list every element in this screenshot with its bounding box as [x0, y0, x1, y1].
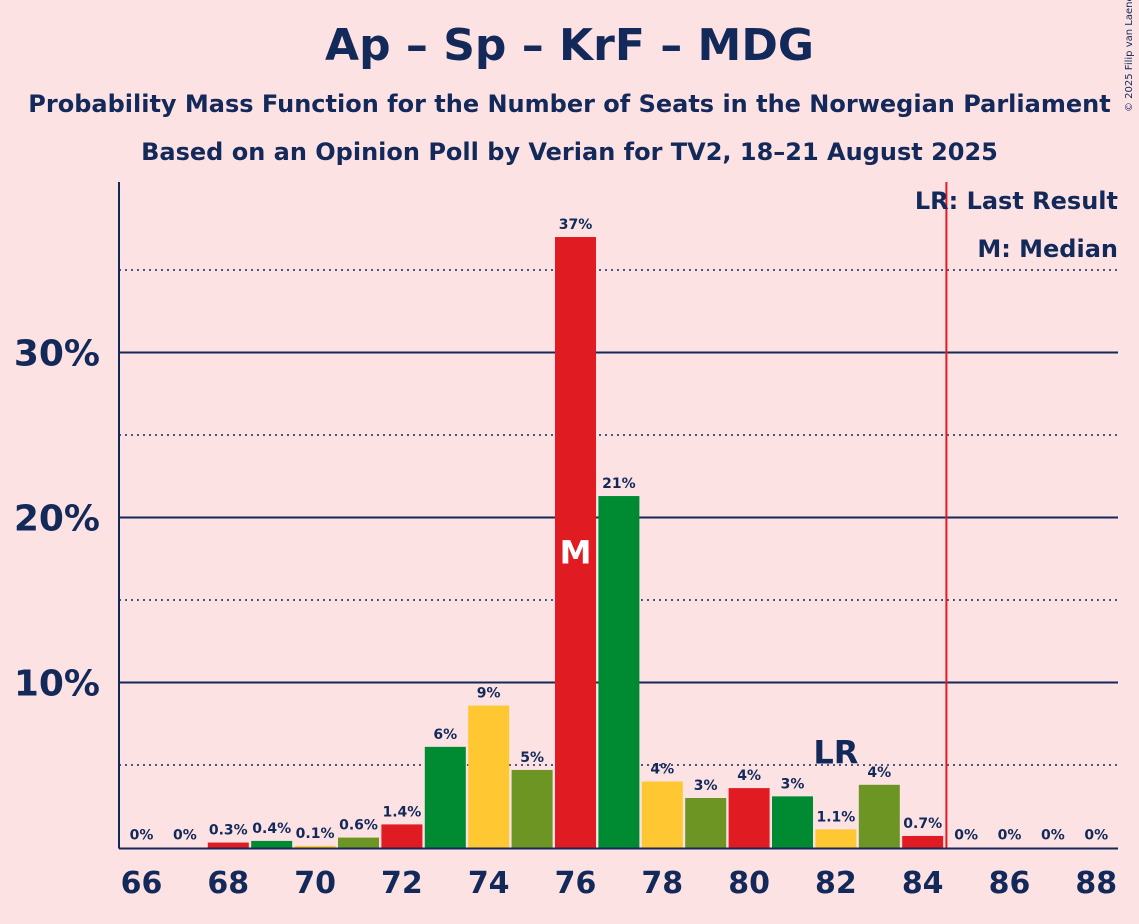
data-label-86: 0%: [998, 828, 1022, 844]
bar-seat-76: [555, 237, 596, 848]
axes: 10% 20% 30% 66 68 70 72 74 76 78 80 82 84 86 88: [14, 182, 1118, 901]
bar-seat-71: [338, 837, 379, 848]
data-label-87: 0%: [1041, 828, 1065, 844]
data-label-70: 0.1%: [296, 826, 335, 842]
data-label-78: 4%: [650, 762, 674, 778]
xtick-label-86: 86: [989, 866, 1031, 901]
chart-title: Ap – Sp – KrF – MDG: [325, 20, 814, 71]
bar-seat-82: [815, 829, 857, 848]
data-labels: 0% 0% 0.3% 0.4% 0.1%0.6%1.4% 6% 9% 5% 37% 21% 4% 3%…: [130, 217, 1109, 844]
bars-group: [207, 237, 944, 848]
bar-seat-69: [251, 840, 293, 848]
xtick-label-66: 66: [121, 866, 163, 901]
legend-median: M: Median: [977, 235, 1118, 263]
data-label-85: 0%: [954, 828, 978, 844]
bar-seat-70: [294, 845, 336, 848]
bar-seat-77: [598, 496, 640, 848]
xtick-label-82: 82: [815, 866, 857, 901]
data-label-72: 1.4%: [382, 804, 421, 820]
bar-seat-73: [424, 746, 466, 848]
xtick-label-74: 74: [468, 866, 510, 901]
data-label-83: 4%: [867, 765, 891, 781]
bar-seat-74: [468, 705, 510, 848]
data-label-71: 0.6%: [339, 818, 378, 834]
data-label-75: 5%: [520, 750, 544, 766]
data-label-88: 0%: [1084, 828, 1108, 844]
data-label-74: 9%: [477, 686, 501, 702]
legend-last-result: LR: Last Result: [915, 187, 1118, 215]
bar-seat-79: [685, 798, 727, 848]
bar-seat-84: [902, 835, 944, 848]
xtick-label-76: 76: [555, 866, 597, 901]
xtick-label-80: 80: [728, 866, 770, 901]
ytick-label-30: 30%: [14, 334, 100, 375]
xtick-label-84: 84: [902, 866, 944, 901]
last-result-marker: LR: [813, 733, 858, 771]
bar-seat-78: [641, 781, 683, 848]
data-label-79: 3%: [694, 778, 718, 794]
xtick-label-68: 68: [207, 866, 249, 901]
data-label-66: 0%: [130, 828, 154, 844]
xtick-label-72: 72: [381, 866, 423, 901]
data-label-80: 4%: [737, 768, 761, 784]
chart-subtitle-2: Based on an Opinion Poll by Verian for T…: [141, 138, 998, 166]
bar-seat-83: [858, 784, 900, 848]
data-label-68: 0.3%: [209, 823, 248, 839]
xtick-label-70: 70: [294, 866, 336, 901]
data-label-81: 3%: [781, 776, 805, 792]
ytick-label-20: 20%: [14, 499, 100, 540]
xtick-label-88: 88: [1075, 866, 1117, 901]
data-label-73: 6%: [433, 727, 457, 743]
median-marker: M: [560, 534, 592, 572]
bar-seat-75: [511, 769, 553, 848]
chart-subtitle-1: Probability Mass Function for the Number…: [28, 90, 1111, 118]
data-label-69: 0.4%: [252, 821, 291, 837]
data-label-67: 0%: [173, 828, 197, 844]
bar-seat-81: [772, 796, 813, 848]
data-label-76: 37%: [559, 217, 593, 233]
data-label-84: 0.7%: [903, 816, 942, 832]
xtick-label-78: 78: [641, 866, 683, 901]
bar-seat-68: [207, 842, 249, 848]
bar-seat-72: [381, 824, 423, 848]
data-label-77: 21%: [602, 476, 636, 492]
ytick-label-10: 10%: [14, 664, 100, 705]
data-label-82: 1.1%: [816, 809, 855, 825]
bar-seat-80: [728, 788, 770, 848]
